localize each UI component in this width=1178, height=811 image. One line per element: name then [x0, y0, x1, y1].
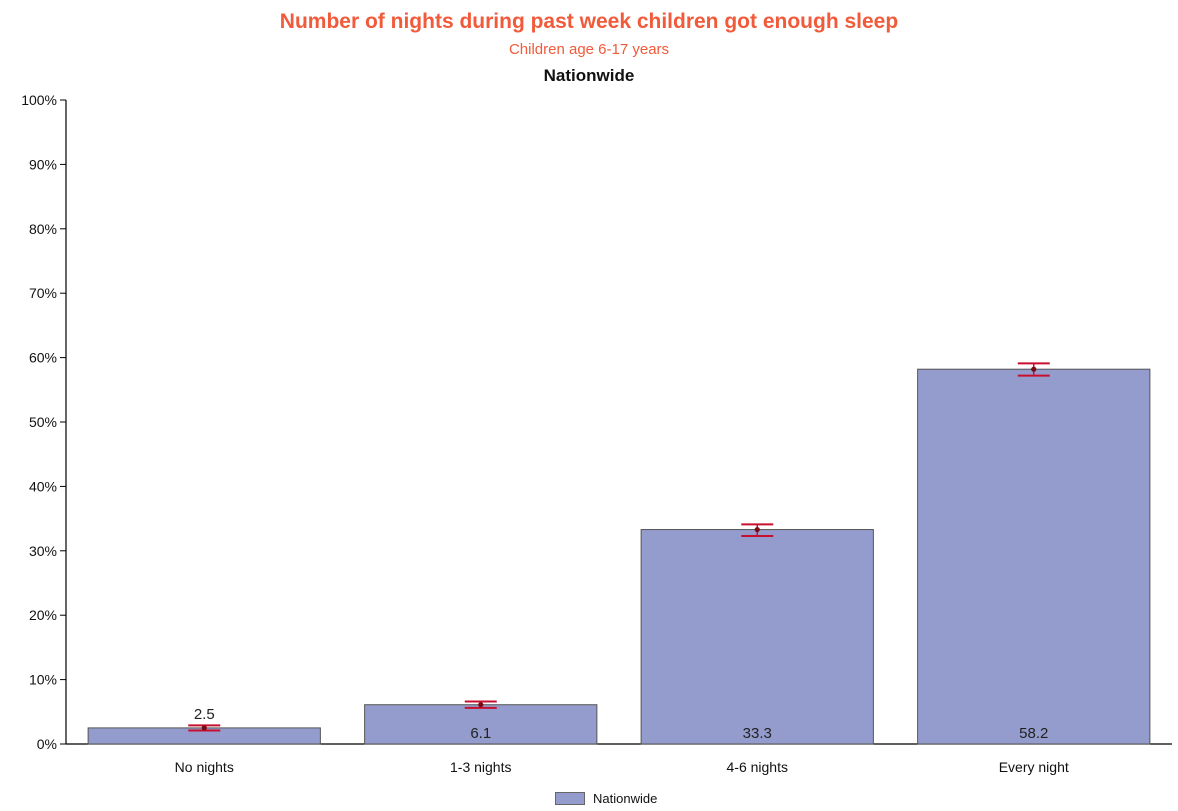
y-tick-label: 100% [21, 92, 57, 108]
y-tick-label: 60% [29, 350, 57, 366]
legend-label: Nationwide [593, 791, 658, 806]
y-tick-label: 90% [29, 156, 57, 172]
error-bar-point [478, 702, 484, 708]
chart-subtitle-region: Nationwide [543, 66, 635, 85]
data-label: 58.2 [1019, 725, 1048, 742]
y-tick-label: 10% [29, 672, 57, 688]
y-tick-label: 80% [29, 221, 57, 237]
error-bar-point [201, 725, 207, 731]
data-label: 33.3 [743, 725, 772, 742]
x-tick-label: Every night [999, 759, 1069, 775]
error-bar-point [754, 526, 760, 533]
chart-subtitle: Children age 6-17 years [508, 41, 670, 58]
y-tick-label: 50% [29, 414, 57, 430]
chart-title: Number of nights during past week childr… [279, 10, 899, 33]
y-tick-label: 70% [29, 285, 57, 301]
x-tick-label: 1-3 nights [450, 759, 511, 775]
y-tick-label: 40% [29, 478, 57, 494]
data-label: 6.1 [470, 725, 491, 742]
bar [640, 529, 874, 745]
bar [917, 368, 1151, 745]
data-label: 2.5 [194, 706, 215, 723]
y-tick-label: 0% [37, 736, 57, 752]
error-bar-point [1031, 366, 1037, 372]
bar [364, 704, 598, 745]
x-tick-label: No nights [175, 759, 234, 775]
y-tick-label: 30% [29, 543, 57, 559]
x-tick-label: 4-6 nights [727, 759, 788, 775]
y-tick-label: 20% [29, 607, 57, 623]
legend-swatch [555, 792, 585, 805]
legend: Nationwide [555, 791, 657, 806]
